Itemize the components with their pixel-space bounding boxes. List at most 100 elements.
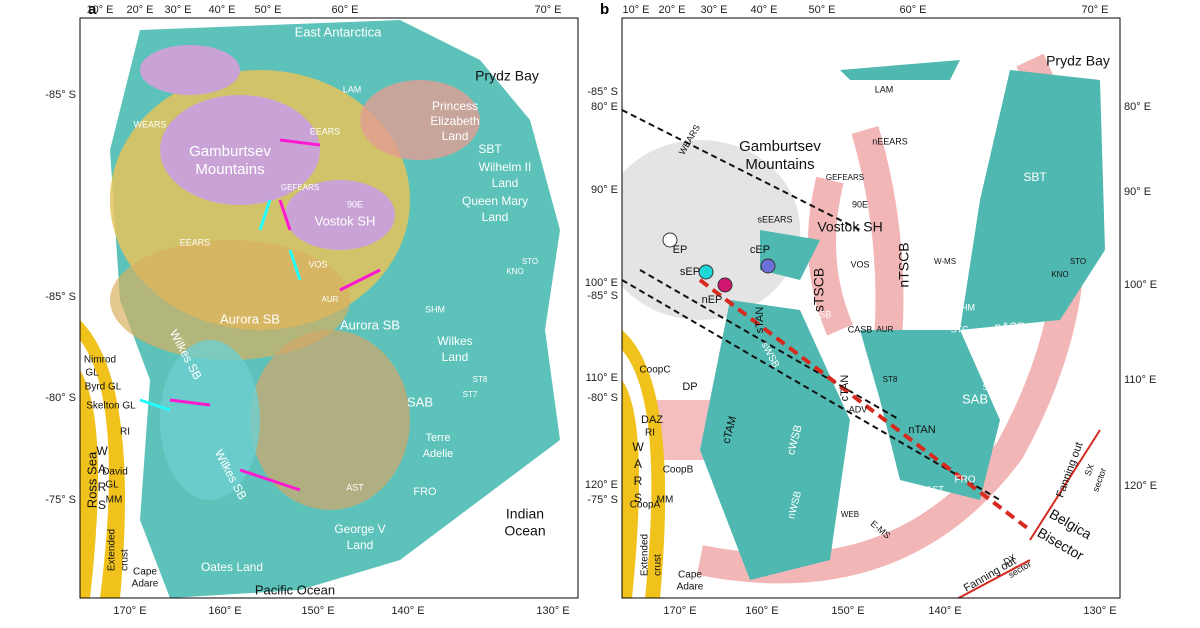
axis-label: 80° E	[1124, 101, 1151, 113]
map-label: Adare	[132, 579, 159, 590]
map-label: Aurora SB	[220, 311, 280, 326]
axis-label: 150° E	[831, 605, 864, 617]
axis-label: 20° E	[658, 4, 685, 16]
map-label: Gamburtsev	[739, 138, 821, 155]
highland	[140, 45, 240, 95]
map-label: ADV	[849, 404, 868, 414]
map-label: cTAN	[839, 375, 851, 402]
map-label: SX	[1083, 462, 1097, 477]
axis-label: 120° E	[585, 479, 618, 491]
panel-a-map	[80, 18, 578, 598]
map-label: R	[634, 474, 643, 488]
highland	[160, 95, 320, 205]
map-label: KNO	[506, 267, 523, 276]
map-label: EEARS	[180, 237, 211, 247]
map-label: Oates Land	[201, 560, 263, 574]
ep-zone	[622, 140, 800, 320]
map-label: Extended	[107, 529, 118, 571]
map-label: cEP	[750, 244, 770, 256]
elevation	[250, 330, 410, 510]
map-label: GL	[85, 368, 99, 379]
axis-label: 110° E	[586, 372, 618, 384]
axis-label: 160° E	[208, 605, 241, 617]
axis-label: -85° S	[587, 86, 618, 98]
map-label: CoopB	[663, 465, 694, 476]
axis-label: 110° E	[1124, 374, 1156, 386]
map-label: CoopC	[639, 365, 670, 376]
map-label: 90E	[852, 199, 868, 209]
map-label: sEEARS	[757, 214, 792, 224]
map-label: David	[102, 467, 128, 478]
map-label: GEFEARS	[826, 173, 864, 182]
axis-label: 70° E	[534, 4, 561, 16]
map-label: Prydz Bay	[475, 68, 539, 84]
map-label: DAZ	[641, 414, 663, 426]
map-label: FRO	[413, 486, 437, 498]
map-label: Land	[442, 129, 469, 143]
elevation	[360, 80, 480, 160]
axis-label: 30° E	[164, 4, 191, 16]
map-label: Land	[492, 176, 519, 190]
axis-label: 80° E	[591, 101, 618, 113]
map-label: W	[96, 444, 108, 458]
axis-label: 40° E	[208, 4, 235, 16]
map-label: W-MS	[934, 257, 956, 266]
map-label: SBT	[478, 142, 502, 156]
map-label: ST8	[473, 375, 488, 384]
map-label: Cape	[678, 570, 702, 581]
map-label: crust	[120, 549, 131, 571]
map-label: nEEARS	[872, 136, 908, 146]
map-label: EEARS	[310, 126, 341, 136]
map-label: RI	[120, 427, 130, 438]
map-label: Byrd GL	[85, 382, 122, 393]
land	[700, 300, 850, 580]
axis-label: -75° S	[45, 494, 76, 506]
map-label: SHM	[955, 302, 975, 312]
map-label: Aurora SB	[340, 317, 400, 332]
axis-label: -80° S	[45, 392, 76, 404]
map-label: sASB	[809, 309, 832, 319]
belgica-bisector	[698, 278, 1032, 532]
map-label: FRO	[954, 475, 975, 486]
map-label: STG	[951, 324, 970, 334]
map-label: sTSCB	[811, 268, 827, 312]
map-label: VOS	[850, 259, 869, 269]
map-label: STO	[1070, 257, 1086, 266]
map-label: Pacific Ocean	[255, 582, 335, 597]
map-label: Ocean	[504, 523, 545, 539]
map-label: Elizabeth	[430, 114, 479, 128]
axis-label: 60° E	[331, 4, 358, 16]
map-label: SBT	[1023, 170, 1047, 184]
axis-label: 50° E	[254, 4, 281, 16]
map-label: VOS	[308, 259, 327, 269]
panel-letter: b	[600, 1, 609, 18]
arrow	[956, 429, 1101, 598]
map-label: GEFEARS	[281, 183, 319, 192]
map-label: KNO	[1051, 270, 1068, 279]
map-label: S	[634, 491, 642, 505]
map-label: AST	[926, 484, 944, 494]
map-label: R	[98, 480, 107, 494]
map-label: LAM	[343, 84, 362, 94]
map-label: Nimrod	[84, 355, 116, 366]
axis-label: 170° E	[113, 605, 146, 617]
map-label: Skelton GL	[86, 401, 136, 412]
highlight	[139, 199, 302, 412]
map-label: GL	[105, 480, 119, 491]
axis-label: 170° E	[663, 605, 696, 617]
map-label: Vostok SH	[817, 219, 882, 235]
map-label: MM	[657, 495, 674, 506]
map-label: Extended	[640, 534, 651, 576]
map-label: nTSCB	[896, 242, 912, 287]
frame	[79, 17, 579, 599]
map-label: Terre	[425, 432, 450, 444]
map-label: AST	[346, 482, 364, 492]
basin	[160, 340, 260, 500]
axis-label: -85° S	[587, 290, 618, 302]
land	[840, 60, 960, 80]
axis-label: 100° E	[1124, 279, 1157, 291]
sep-marker	[698, 264, 714, 280]
map-label: Indian	[506, 506, 544, 522]
map-label: CASB	[848, 324, 873, 334]
map-label: WEARS	[133, 119, 166, 129]
